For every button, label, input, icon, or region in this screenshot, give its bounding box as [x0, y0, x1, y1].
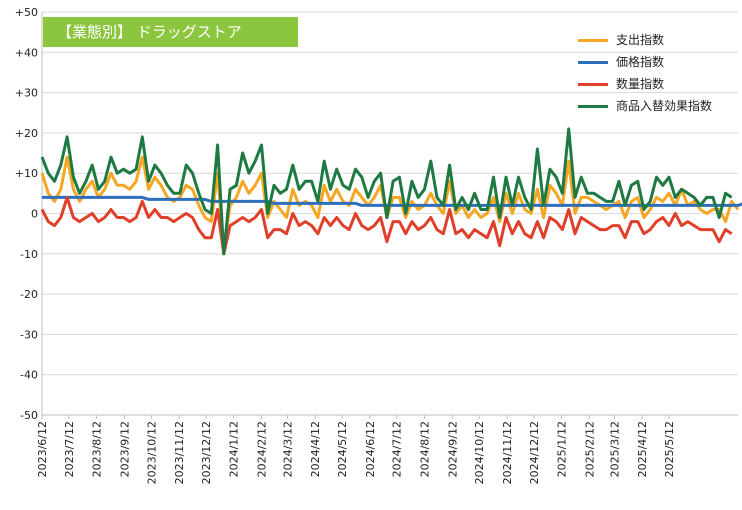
legend-label: 価格指数	[616, 55, 665, 69]
x-tick-label: 2024/12/12	[528, 421, 541, 484]
y-tick-label: +30	[15, 87, 38, 100]
x-tick-label: 2023/12/12	[200, 421, 213, 484]
x-tick-label: 2024/8/12	[418, 421, 431, 477]
series-line-2	[40, 195, 733, 256]
chart-title: 【業態別】 ドラッグストア	[43, 17, 298, 47]
y-tick-label: +20	[15, 127, 38, 140]
x-tick-label: 2024/11/12	[501, 421, 514, 484]
x-tick-label: 2025/3/12	[608, 421, 621, 477]
y-tick-label: 0	[31, 208, 38, 221]
y-tick-label: +50	[15, 6, 38, 19]
x-tick-label: 2024/5/12	[336, 421, 349, 477]
x-tick-label: 2024/7/12	[391, 421, 404, 477]
x-tick-label: 2024/6/12	[364, 421, 377, 477]
x-tick-label: 2023/10/12	[145, 421, 158, 484]
y-tick-label: -50	[20, 409, 38, 422]
x-tick-label: 2024/2/12	[255, 421, 268, 477]
x-tick-label: 2024/3/12	[281, 421, 294, 477]
x-tick-label: 2024/4/12	[309, 421, 322, 477]
y-tick-label: -10	[20, 248, 38, 261]
x-tick-label: 2025/4/12	[636, 421, 649, 477]
legend-swatch	[578, 39, 608, 42]
legend-swatch	[578, 83, 608, 86]
series-line-3	[40, 127, 733, 256]
x-tick-label: 2024/9/12	[446, 421, 459, 477]
series-layer	[40, 127, 742, 256]
legend-swatch	[578, 61, 608, 64]
y-tick-label: -20	[20, 288, 38, 301]
x-tick-label: 2023/8/12	[91, 421, 104, 477]
y-tick-label: -30	[20, 328, 38, 341]
legend-swatch	[578, 105, 608, 108]
x-tick-label: 2025/5/12	[663, 421, 676, 477]
y-tick-label: -40	[20, 369, 38, 382]
x-tick-label: 2023/11/12	[173, 421, 186, 484]
legend-label: 支出指数	[616, 33, 665, 47]
x-tick-label: 2025/1/12	[556, 421, 569, 477]
legend-label: 数量指数	[616, 77, 665, 91]
axis-layer: +50 +40 +30 +20 +10 0 -10 -20 -30 -40 -502023/6/12…	[15, 6, 738, 484]
y-tick-label: +40	[15, 46, 38, 59]
x-tick-label: 2024/10/12	[473, 421, 486, 484]
legend-label: 商品入替効果指数	[616, 99, 713, 113]
series-line-1	[42, 195, 742, 207]
x-tick-label: 2023/6/12	[36, 421, 49, 477]
x-tick-label: 2024/1/12	[228, 421, 241, 477]
x-tick-label: 2023/9/12	[118, 421, 131, 477]
y-tick-label: +10	[15, 167, 38, 180]
x-tick-label: 2025/2/12	[583, 421, 596, 477]
x-tick-label: 2023/7/12	[63, 421, 76, 477]
